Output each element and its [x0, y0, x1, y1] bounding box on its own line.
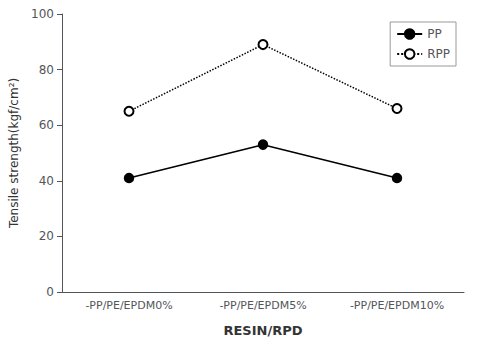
svg-text:PP: PP [427, 27, 441, 41]
svg-text:40: 40 [39, 174, 54, 188]
svg-text:Tensile strength(kgf/cm²): Tensile strength(kgf/cm²) [7, 78, 21, 229]
svg-text:-PP/PE/EPDM0%: -PP/PE/EPDM0% [85, 299, 172, 312]
svg-text:0: 0 [46, 285, 54, 299]
svg-text:60: 60 [39, 118, 54, 132]
svg-text:80: 80 [39, 63, 54, 77]
svg-text:-PP/PE/EPDM10%: -PP/PE/EPDM10% [350, 299, 444, 312]
svg-text:20: 20 [39, 229, 54, 243]
svg-text:100: 100 [31, 7, 54, 21]
svg-text:RESIN/RPD: RESIN/RPD [223, 323, 302, 338]
svg-text:RPP: RPP [427, 47, 450, 61]
svg-text:-PP/PE/EPDM5%: -PP/PE/EPDM5% [219, 299, 306, 312]
